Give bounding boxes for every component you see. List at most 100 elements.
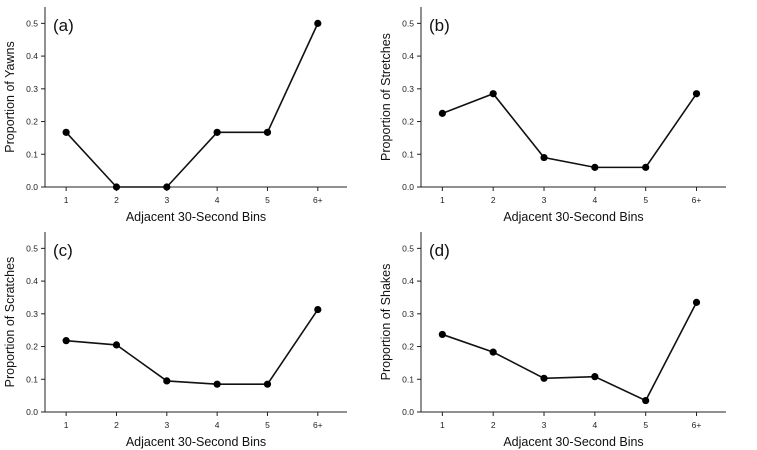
y-tick-label: 0.2 [402,342,414,352]
chart-panel-3: 0.0 0.1 0.2 0.3 0.4 0.5 1 2 3 4 5 6+ (c) Adjacent 30-… [3,232,347,449]
data-point [642,163,650,171]
y-tick: 0.1 [402,149,421,159]
series-line [66,309,319,385]
data-point [213,128,221,136]
x-tick: 4 [592,412,597,430]
x-axis-label: Adjacent 30-Second Bins [503,435,643,449]
y-tick: 0.4 [402,51,421,61]
panel-label: (c) [53,241,73,260]
x-tick: 3 [542,412,547,430]
x-tick-label: 5 [265,195,270,205]
x-tick-label: 3 [164,420,169,430]
x-tick: 3 [164,412,169,430]
y-tick: 0.0 [402,182,421,192]
y-tick: 0.4 [402,276,421,286]
panel-label: (b) [429,16,450,35]
y-tick-label: 0.4 [26,51,38,61]
y-tick: 0.5 [402,18,421,28]
y-tick-label: 0.4 [402,51,414,61]
panel-label: (a) [53,16,74,35]
y-tick-label: 0.5 [402,243,414,253]
y-tick-label: 0.0 [402,407,414,417]
x-tick-label: 4 [215,420,220,430]
x-tick-label: 1 [440,195,445,205]
data-point [438,330,446,339]
data-point [112,341,121,349]
data-point [591,373,599,381]
data-point [642,396,650,405]
data-point [489,348,497,356]
data-point [163,377,171,385]
x-tick-label: 2 [114,195,119,205]
data-point [540,374,548,382]
y-tick: 0.1 [402,374,421,384]
y-axis-label: Proportion of Stretches [379,33,393,161]
chart-panel-1: 0.0 0.1 0.2 0.3 0.4 0.5 1 2 3 4 5 6+ (a) Adjacent 30-… [3,7,347,224]
x-tick: 1 [440,412,445,430]
data-point [438,109,446,117]
y-tick-label: 0.0 [26,407,38,417]
y-tick-label: 0.0 [26,182,38,192]
data-point [213,380,221,388]
y-tick-label: 0.4 [26,276,38,286]
y-tick-label: 0.0 [402,182,414,192]
x-tick: 5 [643,187,648,205]
panel-label: (d) [429,241,450,260]
x-tick-label: 1 [440,420,445,430]
y-tick-label: 0.3 [26,309,38,319]
y-tick: 0.2 [26,117,45,127]
y-tick: 0.5 [402,243,421,253]
y-tick: 0.5 [26,243,45,253]
x-tick: 3 [542,187,547,205]
x-tick-label: 5 [643,420,648,430]
x-tick: 2 [491,412,496,430]
x-tick-label: 2 [114,420,119,430]
y-tick: 0.5 [26,18,45,28]
x-tick: 5 [643,412,648,430]
x-tick: 6+ [313,412,323,430]
x-tick: 1 [64,187,69,205]
y-tick-label: 0.3 [402,309,414,319]
data-point [540,153,548,162]
x-tick-label: 5 [265,420,270,430]
y-tick: 0.2 [402,342,421,352]
x-tick: 4 [215,412,220,430]
data-point [263,380,272,388]
x-tick-label: 2 [491,195,496,205]
y-axis-label: Proportion of Shakes [379,264,393,381]
x-tick: 2 [491,187,496,205]
y-tick-label: 0.3 [402,84,414,94]
data-point [314,19,322,27]
y-tick-label: 0.5 [26,243,38,253]
x-tick-label: 4 [592,195,597,205]
x-tick: 6+ [692,187,702,205]
y-tick: 0.2 [402,117,421,127]
y-tick: 0.4 [26,276,45,286]
y-tick-label: 0.4 [402,276,414,286]
y-tick-label: 0.2 [26,342,38,352]
y-axis-label: Proportion of Yawns [3,41,17,152]
data-point [263,128,272,136]
x-tick-label: 6+ [692,420,702,430]
x-tick-label: 4 [592,420,597,430]
x-axis-label: Adjacent 30-Second Bins [503,210,643,224]
x-tick-label: 3 [542,420,547,430]
y-tick: 0.0 [26,182,45,192]
x-tick-label: 4 [215,195,220,205]
y-tick: 0.0 [402,407,421,417]
series-line [65,23,319,188]
x-tick-label: 5 [643,195,648,205]
data-point [62,128,70,136]
data-point [692,90,701,98]
x-tick-label: 6+ [692,195,702,205]
x-tick-label: 3 [164,195,169,205]
y-tick: 0.3 [26,309,45,319]
series-line [442,301,698,402]
data-point [692,298,701,306]
y-tick-label: 0.2 [26,117,38,127]
y-tick-label: 0.2 [402,117,414,127]
y-tick-label: 0.1 [402,149,414,159]
x-tick-label: 2 [491,420,496,430]
y-tick: 0.0 [26,407,45,417]
